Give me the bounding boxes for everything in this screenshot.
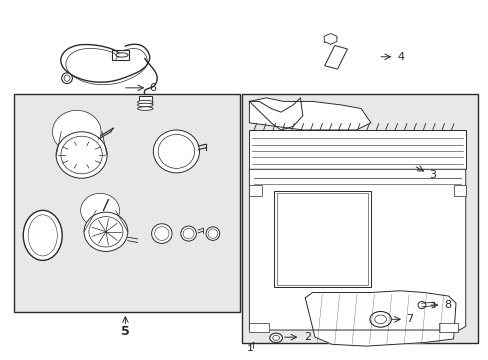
- Ellipse shape: [61, 136, 102, 174]
- Text: 7: 7: [405, 314, 412, 324]
- Ellipse shape: [52, 111, 101, 153]
- Ellipse shape: [205, 227, 219, 240]
- Bar: [249, 130, 465, 169]
- Text: 3: 3: [428, 170, 435, 180]
- Ellipse shape: [61, 73, 72, 84]
- Ellipse shape: [56, 132, 107, 178]
- Ellipse shape: [154, 227, 169, 240]
- Bar: [324, 46, 347, 69]
- Ellipse shape: [23, 210, 62, 260]
- Bar: [242, 94, 477, 342]
- Ellipse shape: [28, 215, 57, 256]
- Bar: [112, 50, 129, 60]
- Bar: [453, 185, 465, 196]
- Ellipse shape: [89, 217, 122, 247]
- Ellipse shape: [116, 53, 128, 57]
- Ellipse shape: [158, 134, 194, 168]
- Circle shape: [269, 333, 282, 342]
- Circle shape: [374, 315, 386, 324]
- Bar: [438, 323, 458, 332]
- Bar: [277, 193, 367, 285]
- Polygon shape: [249, 169, 465, 332]
- Polygon shape: [249, 98, 370, 130]
- Ellipse shape: [153, 130, 199, 173]
- Bar: [249, 185, 261, 196]
- Ellipse shape: [417, 301, 425, 309]
- Ellipse shape: [137, 107, 153, 111]
- Ellipse shape: [208, 229, 217, 238]
- Bar: [14, 94, 239, 312]
- Bar: [273, 191, 370, 287]
- Ellipse shape: [151, 224, 172, 243]
- Circle shape: [369, 311, 390, 327]
- Circle shape: [272, 336, 279, 341]
- Ellipse shape: [137, 100, 153, 104]
- Polygon shape: [249, 98, 302, 130]
- Ellipse shape: [137, 103, 153, 107]
- Polygon shape: [305, 291, 455, 346]
- Bar: [249, 323, 268, 332]
- Text: 8: 8: [443, 300, 450, 310]
- Ellipse shape: [181, 226, 196, 241]
- Ellipse shape: [84, 212, 127, 251]
- Ellipse shape: [64, 75, 70, 81]
- Text: 2: 2: [303, 332, 310, 342]
- Polygon shape: [324, 33, 336, 44]
- Text: 1: 1: [247, 343, 254, 353]
- Bar: [138, 96, 152, 104]
- Ellipse shape: [183, 228, 194, 239]
- Ellipse shape: [81, 193, 119, 227]
- Text: 4: 4: [396, 52, 404, 62]
- Text: 5: 5: [121, 325, 129, 338]
- Text: 6: 6: [149, 83, 156, 93]
